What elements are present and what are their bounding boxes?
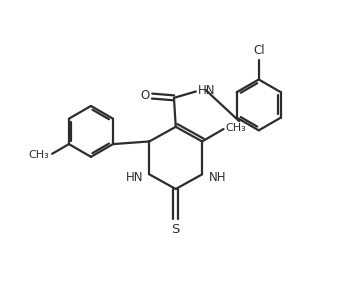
Text: S: S — [171, 223, 180, 236]
Text: CH₃: CH₃ — [225, 123, 246, 133]
Text: O: O — [140, 89, 149, 102]
Text: Cl: Cl — [253, 43, 264, 57]
Text: HN: HN — [126, 171, 143, 184]
Text: CH₃: CH₃ — [28, 150, 49, 160]
Text: NH: NH — [208, 171, 226, 184]
Text: HN: HN — [198, 83, 215, 97]
